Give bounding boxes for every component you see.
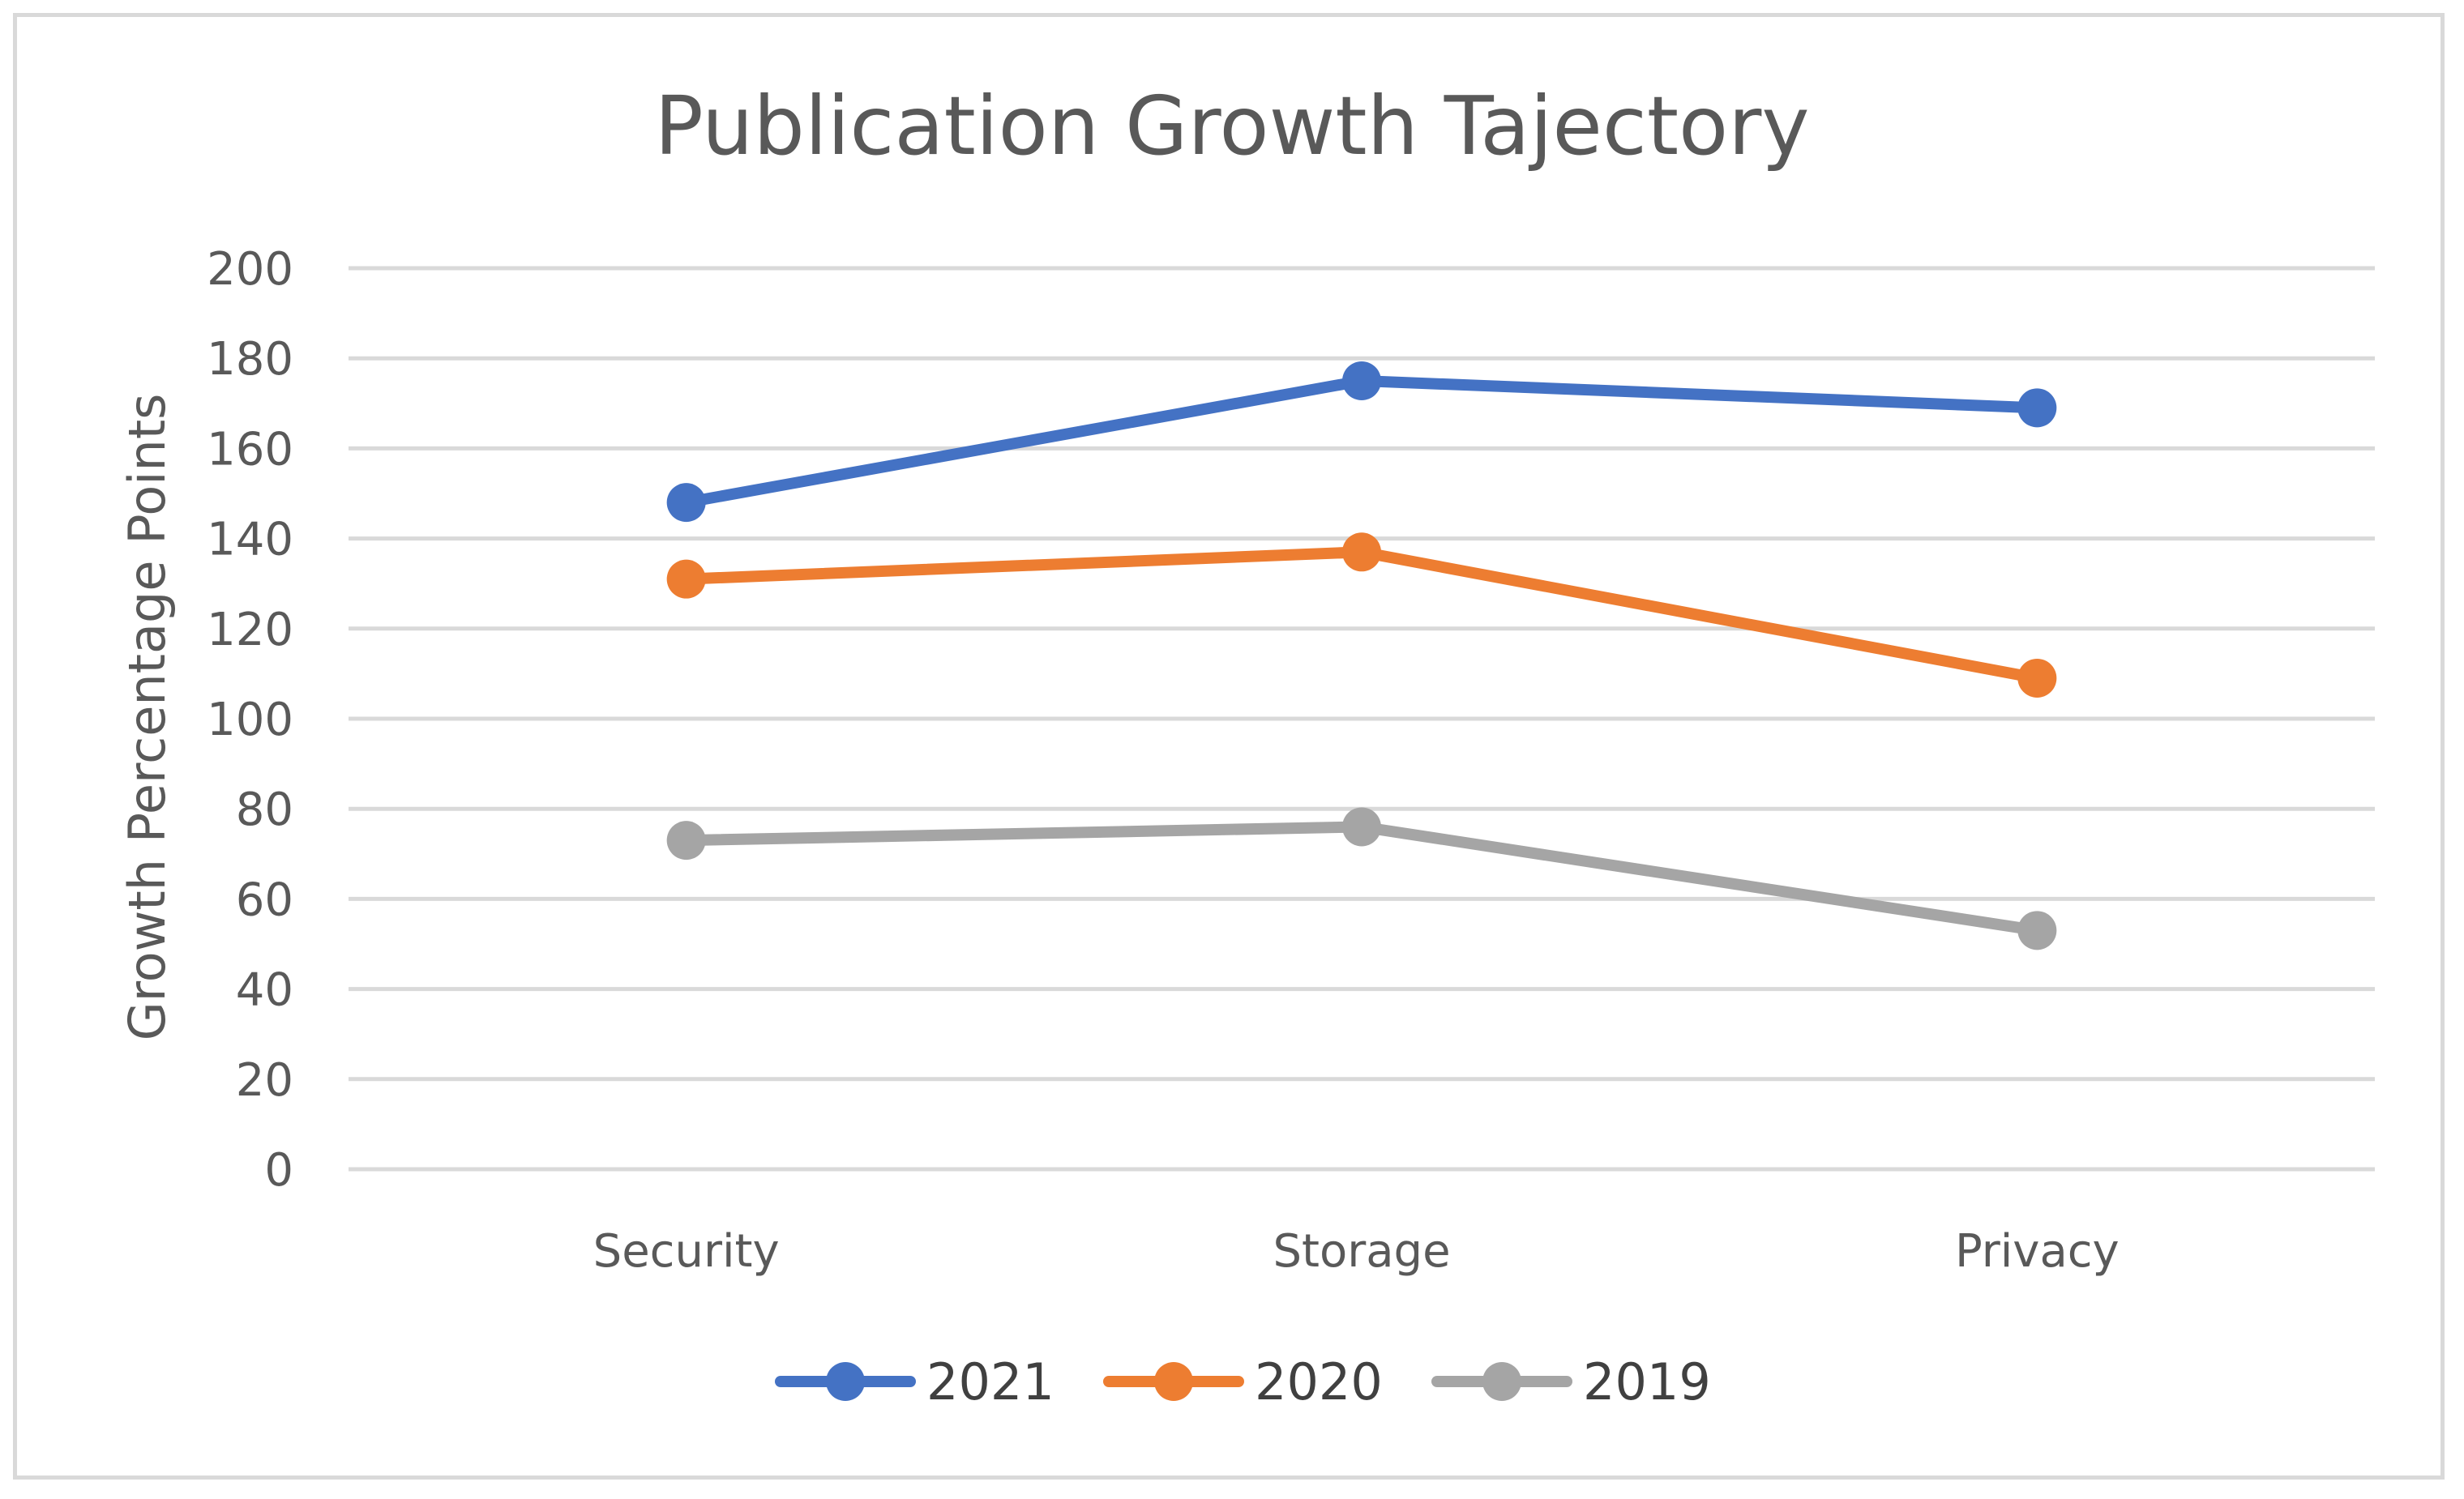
y-tick-label-120: 120 — [207, 604, 293, 656]
legend-label-2019: 2019 — [1583, 1352, 1711, 1411]
y-axis-label: Growth Percentage Points — [118, 394, 177, 1041]
y-tick-label-40: 40 — [236, 964, 293, 1017]
x-axis-ticks: Security Storage Privacy — [593, 1225, 2120, 1278]
data-point-2021-security — [666, 483, 706, 523]
data-point-2019-privacy — [2017, 911, 2057, 950]
legend: 2021 2020 2019 — [775, 1352, 1711, 1411]
data-point-2020-security — [666, 559, 706, 599]
data-point-2020-privacy — [2017, 658, 2057, 698]
y-tick-label-20: 20 — [236, 1054, 293, 1107]
data-point-2019-security — [666, 821, 706, 861]
x-tick-label-storage: Storage — [1273, 1225, 1450, 1278]
y-tick-label-100: 100 — [207, 694, 293, 746]
series-2020 — [666, 532, 2057, 698]
series-lines — [666, 361, 2057, 950]
legend-item-2020: 2020 — [1103, 1352, 1383, 1411]
y-tick-label-80: 80 — [236, 784, 293, 836]
data-point-2019-storage — [1342, 807, 1381, 847]
series-2019 — [666, 807, 2057, 950]
legend-marker-2020 — [1154, 1362, 1193, 1401]
data-point-2021-storage — [1342, 361, 1381, 400]
legend-item-2021: 2021 — [775, 1352, 1054, 1411]
legend-marker-2019 — [1482, 1362, 1521, 1401]
legend-label-2020: 2020 — [1255, 1352, 1383, 1411]
y-tick-label-60: 60 — [236, 873, 293, 926]
x-tick-label-privacy: Privacy — [1955, 1225, 2120, 1278]
legend-marker-2021 — [826, 1362, 865, 1401]
x-tick-label-security: Security — [593, 1225, 780, 1278]
y-tick-label-140: 140 — [207, 514, 293, 566]
legend-item-2019: 2019 — [1431, 1352, 1711, 1411]
y-axis-ticks: 0 20 40 60 80 100 120 140 160 180 200 — [207, 243, 293, 1197]
y-tick-label-0: 0 — [264, 1144, 293, 1197]
chart-frame — [13, 13, 2445, 1480]
data-point-2021-privacy — [2017, 388, 2057, 428]
series-2021 — [666, 361, 2057, 523]
chart-title: Publication Growth Tajectory — [654, 79, 1809, 173]
legend-label-2021: 2021 — [926, 1352, 1054, 1411]
gridlines — [349, 266, 2375, 1172]
y-tick-label-180: 180 — [207, 333, 293, 386]
data-point-2020-storage — [1342, 532, 1381, 572]
y-tick-label-200: 200 — [207, 243, 293, 296]
y-tick-label-160: 160 — [207, 423, 293, 476]
